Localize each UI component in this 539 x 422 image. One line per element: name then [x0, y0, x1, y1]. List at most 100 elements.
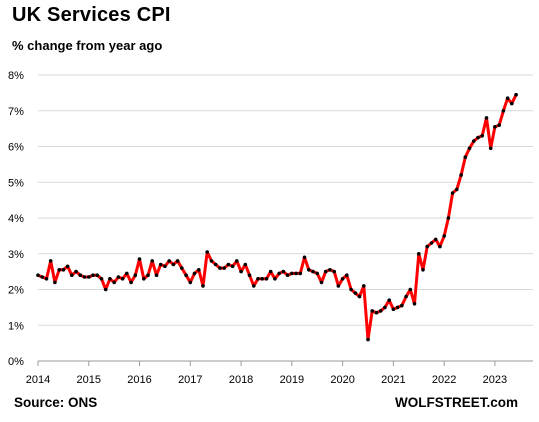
data-point [332, 269, 337, 274]
data-point [514, 92, 518, 97]
data-point [264, 277, 269, 281]
data-point [395, 305, 400, 310]
data-point [505, 96, 510, 100]
x-tick-label: 2018 [229, 374, 253, 386]
data-point [302, 255, 307, 260]
data-point [417, 252, 421, 256]
data-point [188, 280, 193, 285]
x-tick-label: 2014 [26, 374, 50, 386]
data-point [273, 277, 277, 281]
data-point [120, 277, 125, 281]
data-point [91, 273, 95, 278]
data-point [294, 271, 298, 276]
data-point [184, 273, 188, 278]
data-point [281, 269, 286, 274]
data-point [315, 271, 320, 276]
data-point [450, 191, 455, 195]
data-point [61, 268, 66, 272]
data-point [345, 273, 349, 278]
data-point [383, 305, 387, 310]
data-point [129, 280, 133, 285]
data-point [163, 264, 167, 269]
data-point [277, 271, 282, 276]
data-point [446, 216, 451, 220]
series-line [36, 93, 518, 342]
y-tick-label: 3% [8, 249, 24, 261]
data-point [425, 244, 430, 249]
data-point [167, 259, 171, 263]
data-point [412, 302, 417, 306]
data-point [209, 259, 214, 263]
x-tick-label: 2016 [127, 374, 151, 386]
data-point [256, 277, 260, 281]
data-point [226, 262, 231, 267]
data-point [57, 268, 61, 272]
data-point [319, 280, 324, 285]
data-point [400, 303, 404, 308]
data-point [378, 309, 383, 313]
data-point [442, 234, 447, 238]
data-point [467, 146, 472, 151]
y-tick-label: 7% [8, 106, 24, 118]
data-point [285, 273, 290, 278]
data-point [201, 284, 205, 288]
data-point [125, 271, 129, 276]
plot-area [36, 92, 518, 342]
data-point [230, 264, 235, 269]
x-tick-label: 2020 [330, 374, 354, 386]
data-point [480, 134, 485, 138]
data-point [154, 273, 159, 278]
data-point [150, 259, 154, 263]
data-point [501, 109, 506, 113]
data-point [357, 294, 362, 299]
data-point [488, 146, 493, 151]
data-point [268, 269, 273, 274]
data-point [218, 266, 222, 270]
data-point [180, 266, 184, 270]
data-point [472, 139, 476, 143]
data-point [78, 273, 83, 278]
data-point [476, 135, 480, 140]
data-point [133, 273, 138, 278]
data-point [235, 259, 239, 263]
data-point [40, 275, 44, 279]
data-point [108, 277, 112, 281]
data-point [497, 123, 502, 127]
x-tick-label: 2015 [77, 374, 101, 386]
y-tick-label: 8% [8, 70, 24, 82]
data-point [374, 310, 379, 315]
data-point [370, 309, 375, 313]
data-point [353, 291, 358, 295]
source-note: Source: ONS [14, 395, 98, 410]
data-point [362, 284, 366, 288]
x-tick-label: 2017 [178, 374, 202, 386]
data-point [459, 173, 463, 177]
data-point [103, 287, 108, 292]
data-point [307, 268, 311, 272]
data-point [146, 273, 150, 278]
data-point [36, 273, 40, 278]
data-point [116, 275, 121, 279]
data-point [99, 277, 104, 281]
gridlines [38, 74, 533, 362]
data-point [137, 257, 142, 261]
data-point [463, 155, 468, 159]
data-point [197, 268, 201, 272]
x-tick-label: 2021 [381, 374, 405, 386]
data-point [311, 269, 315, 274]
y-tick-label: 5% [8, 177, 24, 189]
data-point [70, 273, 74, 278]
data-point [222, 266, 226, 270]
data-point [328, 268, 332, 272]
data-point [239, 269, 243, 274]
data-point [438, 244, 442, 249]
data-point [340, 277, 345, 281]
y-tick-label: 1% [8, 320, 24, 332]
x-axis: 2014 2015 2016 2017 2018 2019 2020 2021 2022 2023 [26, 361, 507, 386]
data-point [142, 277, 146, 281]
data-point [65, 264, 70, 269]
data-point [421, 268, 425, 272]
x-tick-label: 2022 [432, 374, 456, 386]
data-point [455, 187, 459, 192]
